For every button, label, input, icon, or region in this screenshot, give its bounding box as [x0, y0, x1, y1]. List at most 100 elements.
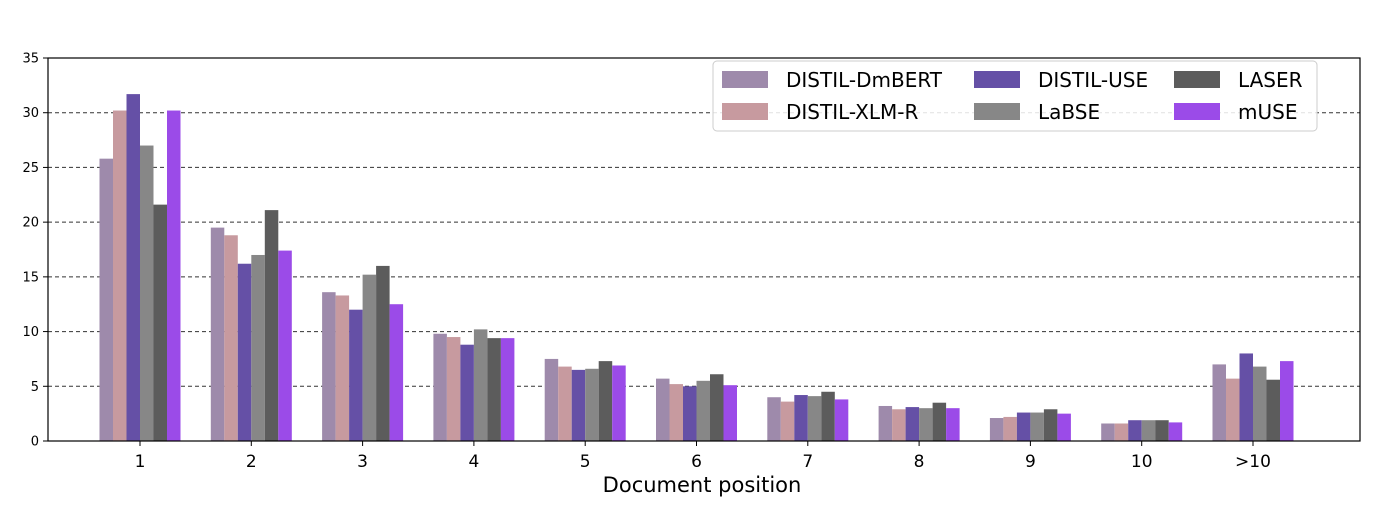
bar-distil-xlm-r-pos-5: [558, 366, 572, 441]
bar-muse-pos-5: [612, 365, 626, 441]
y-tick-label: 15: [22, 270, 39, 285]
x-axis-label: Document position: [603, 473, 802, 497]
bar-labse-pos-8: [919, 408, 933, 441]
bar-laser-pos-1: [153, 204, 167, 441]
bar-labse-pos-6: [696, 380, 710, 441]
y-tick-label: 5: [31, 380, 39, 395]
bar-distil-dmbert-pos-3: [322, 292, 336, 441]
bar-distil-xlm-r-pos-9: [1003, 416, 1017, 441]
bar-distil-xlm-r-pos-10: [1114, 423, 1129, 441]
bar-labse-pos-11: [1253, 366, 1267, 441]
x-tick-label: 1: [135, 452, 146, 472]
y-tick-label: 25: [22, 161, 39, 176]
legend-swatch-distil-xlm-r: [722, 103, 768, 120]
bar-muse-pos-3: [389, 304, 404, 441]
bar-laser-pos-10: [1155, 420, 1169, 441]
legend-swatch-muse: [1174, 103, 1220, 120]
x-tick-label: 9: [1025, 452, 1036, 472]
bar-distil-xlm-r-pos-8: [892, 409, 906, 441]
bar-distil-dmbert-pos-8: [878, 405, 893, 441]
bar-distil-xlm-r-pos-3: [335, 295, 350, 441]
bar-muse-pos-10: [1168, 422, 1183, 441]
legend-swatch-labse: [974, 103, 1020, 120]
bar-distil-dmbert-pos-10: [1101, 423, 1115, 441]
bar-distil-dmbert-pos-9: [989, 418, 1004, 441]
x-tick-label: 5: [580, 452, 591, 472]
bar-labse-pos-2: [251, 254, 265, 441]
bar-muse-pos-6: [723, 385, 737, 441]
bar-distil-use-pos-9: [1016, 412, 1031, 441]
bar-laser-pos-2: [264, 210, 279, 441]
bar-distil-dmbert-pos-11: [1212, 364, 1226, 441]
x-tick-label: 8: [914, 452, 925, 472]
bar-distil-xlm-r-pos-4: [446, 337, 461, 441]
bar-labse-pos-9: [1030, 412, 1044, 441]
legend-label: DISTIL-USE: [1038, 68, 1148, 92]
x-tick-label: 6: [691, 452, 702, 472]
bar-laser-pos-9: [1043, 409, 1058, 441]
bar-distil-xlm-r-pos-1: [113, 110, 127, 441]
bar-laser-pos-6: [710, 374, 724, 441]
x-tick-label: 10: [1131, 452, 1153, 472]
x-tick-label: 4: [468, 452, 479, 472]
bar-muse-pos-11: [1280, 361, 1294, 441]
bar-distil-use-pos-10: [1128, 420, 1142, 441]
bar-distil-xlm-r-pos-2: [224, 235, 238, 441]
y-tick-label: 10: [22, 325, 39, 340]
bar-distil-use-pos-2: [237, 263, 252, 441]
x-tick-label: 7: [802, 452, 813, 472]
y-tick-label: 35: [22, 52, 39, 67]
ticks-layer: 0 5 10 15 20 25 30 35 1 2 3 4 5 6 7 8 9 10 >10: [22, 52, 1270, 473]
legend-swatch-distil-dmbert: [722, 71, 768, 88]
bar-distil-xlm-r-pos-11: [1226, 378, 1240, 441]
bar-distil-dmbert-pos-2: [210, 227, 225, 441]
bar-laser-pos-8: [932, 402, 947, 441]
legend-label: LaBSE: [1038, 100, 1100, 124]
bar-labse-pos-4: [473, 329, 488, 441]
bar-distil-use-pos-8: [905, 407, 920, 441]
legend: DISTIL-DmBERT DISTIL-XLM-R DISTIL-USE LaBSE…: [712, 60, 1318, 132]
x-tick-label: 3: [357, 452, 368, 472]
bar-distil-dmbert-pos-5: [544, 358, 559, 441]
bar-muse-pos-2: [278, 250, 292, 441]
bar-labse-pos-10: [1141, 420, 1156, 441]
bar-distil-use-pos-7: [794, 395, 808, 441]
bar-distil-xlm-r-pos-6: [669, 384, 683, 441]
bar-distil-use-pos-6: [683, 386, 697, 441]
bar-muse-pos-9: [1057, 413, 1071, 441]
bar-distil-use-pos-11: [1239, 353, 1253, 441]
bar-laser-pos-11: [1266, 379, 1280, 441]
y-tick-label: 30: [22, 106, 39, 121]
bar-labse-pos-5: [585, 368, 599, 441]
x-tick-label: 2: [246, 452, 257, 472]
y-tick-label: 20: [22, 216, 39, 231]
legend-box: [712, 60, 1318, 132]
y-tick-label: 0: [31, 435, 39, 450]
legend-label: DISTIL-XLM-R: [786, 100, 918, 124]
bar-laser-pos-4: [487, 338, 501, 441]
bars-layer: [99, 94, 1294, 442]
legend-label: LASER: [1238, 68, 1303, 92]
bar-distil-use-pos-3: [349, 309, 363, 441]
bar-distil-dmbert-pos-4: [433, 333, 447, 441]
bar-distil-use-pos-5: [571, 369, 586, 441]
bar-laser-pos-7: [821, 391, 835, 441]
bar-distil-use-pos-1: [126, 94, 140, 442]
bar-muse-pos-4: [500, 338, 515, 441]
x-tick-label: >10: [1235, 452, 1271, 472]
bar-distil-dmbert-pos-1: [99, 158, 113, 442]
bar-labse-pos-7: [807, 396, 822, 441]
bar-muse-pos-1: [167, 110, 181, 441]
bar-laser-pos-3: [376, 265, 390, 441]
legend-label: mUSE: [1238, 100, 1297, 124]
bar-distil-xlm-r-pos-7: [780, 401, 795, 441]
bar-distil-use-pos-4: [460, 344, 474, 441]
bar-labse-pos-3: [362, 274, 377, 441]
legend-swatch-distil-use: [974, 71, 1020, 88]
bar-muse-pos-8: [946, 408, 960, 441]
plot-frame: [47, 57, 1361, 442]
legend-label: DISTIL-DmBERT: [786, 68, 943, 92]
bar-distil-dmbert-pos-6: [656, 378, 670, 441]
